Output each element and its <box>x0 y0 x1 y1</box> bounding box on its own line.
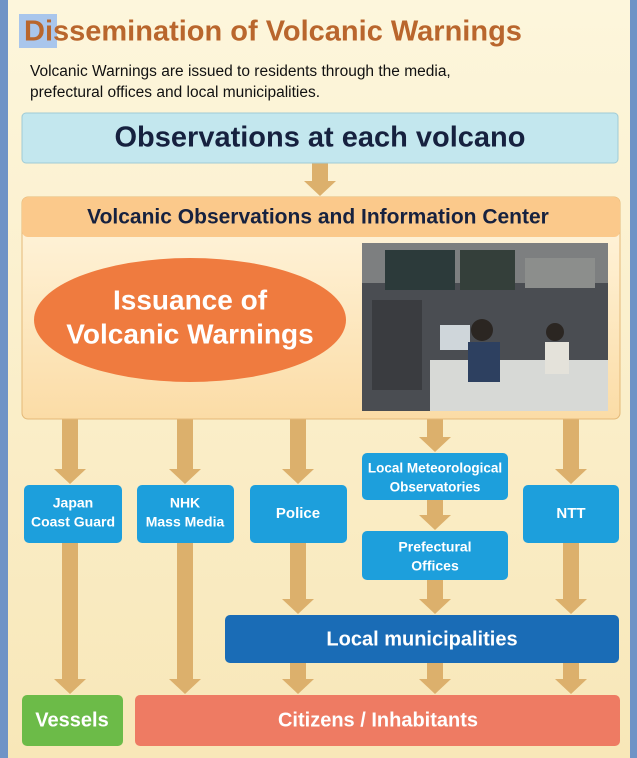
node-label: Local municipalities <box>326 628 517 650</box>
node-label: Volcanic Observations and Information Ce… <box>87 206 549 229</box>
node-label: NHK <box>170 495 200 511</box>
node-label: Citizens / Inhabitants <box>278 709 478 731</box>
node-label: Mass Media <box>146 514 225 530</box>
node-label: NTT <box>556 505 585 522</box>
node-label: Volcanic Warnings <box>66 318 313 349</box>
node-label: Offices <box>411 558 459 574</box>
page: Dissemination of Volcanic Warnings Volca… <box>0 0 637 758</box>
node-label: Observatories <box>390 480 481 495</box>
subtitle: prefectural offices and local municipali… <box>30 84 320 101</box>
node-label: Local Meteorological <box>368 461 502 476</box>
diagram: Dissemination of Volcanic Warnings Volca… <box>0 0 637 758</box>
node-label: Japan <box>53 495 93 511</box>
node-label: Issuance of <box>113 284 268 315</box>
node-label: Police <box>276 505 320 522</box>
subtitle: Volcanic Warnings are issued to resident… <box>30 63 451 80</box>
node-label: Prefectural <box>398 539 471 555</box>
node-label: Vessels <box>35 709 108 731</box>
node-label: Coast Guard <box>31 514 115 530</box>
photo <box>362 243 608 411</box>
node-label: Observations at each volcano <box>115 122 526 154</box>
title: Dissemination of Volcanic Warnings <box>24 16 522 48</box>
